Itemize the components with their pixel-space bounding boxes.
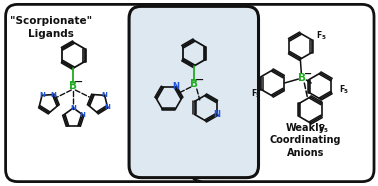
FancyBboxPatch shape [191, 4, 374, 182]
Text: 5: 5 [323, 128, 327, 133]
Text: F: F [251, 89, 256, 99]
Text: F: F [319, 124, 324, 133]
Text: −: − [195, 75, 204, 85]
Text: N: N [51, 92, 57, 97]
Text: −: − [304, 69, 312, 79]
Text: B: B [298, 73, 306, 83]
FancyBboxPatch shape [6, 4, 232, 182]
Text: F: F [317, 31, 322, 40]
Text: F: F [339, 85, 344, 94]
Text: N: N [104, 104, 110, 110]
Text: N: N [214, 110, 220, 119]
FancyBboxPatch shape [129, 6, 259, 178]
Text: B: B [69, 81, 77, 91]
Text: 5: 5 [255, 93, 259, 98]
Text: N: N [172, 82, 179, 91]
Text: B: B [190, 78, 198, 89]
Text: 5: 5 [344, 89, 347, 94]
Text: N: N [70, 105, 76, 111]
Text: "Scorpionate"
Ligands: "Scorpionate" Ligands [10, 16, 93, 39]
Text: 5: 5 [321, 35, 325, 40]
Text: −: − [74, 77, 84, 86]
Text: Weakly
Coordinating
Anions: Weakly Coordinating Anions [270, 123, 341, 158]
Text: N: N [80, 112, 86, 118]
Text: N: N [39, 92, 45, 98]
Text: N: N [102, 92, 107, 98]
